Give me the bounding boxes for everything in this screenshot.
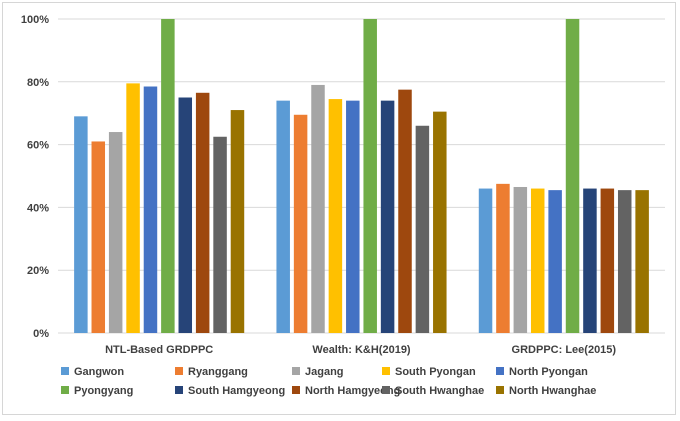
bar: [530, 188, 545, 333]
legend-swatch: [496, 386, 504, 394]
bar: [311, 84, 325, 333]
bar: [328, 99, 343, 333]
bar: [178, 97, 193, 333]
legend-label: Ryanggang: [188, 366, 248, 378]
bar: [346, 100, 360, 333]
bar: [398, 89, 412, 334]
bar: [513, 186, 528, 333]
bar: [415, 125, 430, 333]
y-tick-label: 60%: [27, 140, 49, 152]
legend: Gangwon Ryanggang Jagang South Pyongan North…: [61, 366, 596, 397]
legend-label: Gangwon: [74, 366, 124, 378]
y-tick-label: 20%: [27, 265, 49, 277]
legend-item: Ryanggang: [175, 366, 248, 378]
bar: [496, 183, 510, 333]
legend-swatch: [61, 386, 69, 394]
bar: [293, 114, 308, 334]
bar: [600, 188, 615, 333]
y-tick-label: 100%: [21, 14, 49, 26]
legend-label: Jagang: [305, 366, 344, 378]
legend-label: South Hwanghae: [395, 385, 484, 397]
legend-label: North Hwanghae: [509, 385, 596, 397]
legend-swatch: [292, 386, 300, 394]
legend-label: South Hamgyeong: [188, 385, 285, 397]
legend-swatch: [175, 367, 183, 375]
legend-swatch: [496, 367, 504, 375]
bar: [276, 100, 290, 333]
bar: [583, 188, 597, 333]
bar: [380, 100, 395, 333]
legend-item: North Hamgyeong: [292, 385, 400, 397]
y-tick-label: 80%: [27, 77, 49, 89]
x-axis-category-labels: NTL-Based GRDPPC Wealth: K&H(2019) GRDPPC:…: [105, 344, 616, 356]
bar: [565, 19, 580, 333]
legend-item: South Hamgyeong: [175, 385, 285, 397]
legend-label: Pyongyang: [74, 385, 133, 397]
legend-label: South Pyongan: [395, 366, 476, 378]
legend-item: South Pyongan: [382, 366, 476, 378]
bar: [74, 116, 88, 333]
bar: [548, 190, 562, 333]
legend-item: South Hwanghae: [382, 385, 484, 397]
bar: [126, 83, 140, 334]
bar: [478, 188, 493, 333]
y-axis-tick-labels: 0% 20% 40% 60% 80% 100%: [21, 14, 49, 340]
legend-swatch: [292, 367, 300, 375]
legend-item: North Hwanghae: [496, 385, 596, 397]
legend-label: North Hamgyeong: [305, 385, 400, 397]
bar-chart: 0% 20% 40% 60% 80% 100% NTL-Based GRDPPC Wealt…: [21, 14, 665, 397]
gridlines: [58, 18, 665, 334]
legend-label: North Pyongan: [509, 366, 588, 378]
legend-swatch: [175, 386, 183, 394]
bar: [363, 19, 377, 333]
bars: [74, 19, 649, 334]
bar: [635, 190, 649, 333]
bar: [213, 136, 227, 333]
legend-swatch: [61, 367, 69, 375]
bar: [195, 92, 210, 333]
legend-item: Pyongyang: [61, 385, 133, 397]
legend-item: North Pyongan: [496, 366, 588, 378]
x-category-label: Wealth: K&H(2019): [312, 344, 411, 356]
bar: [161, 19, 175, 333]
legend-swatch: [382, 386, 390, 394]
legend-swatch: [382, 367, 390, 375]
bar: [143, 86, 158, 333]
bar: [433, 111, 447, 333]
bar: [91, 141, 106, 333]
legend-item: Gangwon: [61, 366, 124, 378]
y-tick-label: 0%: [33, 328, 49, 340]
chart-frame: 0% 20% 40% 60% 80% 100% NTL-Based GRDPPC Wealt…: [2, 2, 676, 415]
x-category-label: NTL-Based GRDPPC: [105, 344, 213, 356]
bar: [108, 132, 123, 333]
bar: [617, 190, 632, 333]
y-tick-label: 40%: [27, 202, 49, 214]
bar: [230, 110, 245, 333]
legend-item: Jagang: [292, 366, 344, 378]
x-category-label: GRDPPC: Lee(2015): [512, 344, 617, 356]
